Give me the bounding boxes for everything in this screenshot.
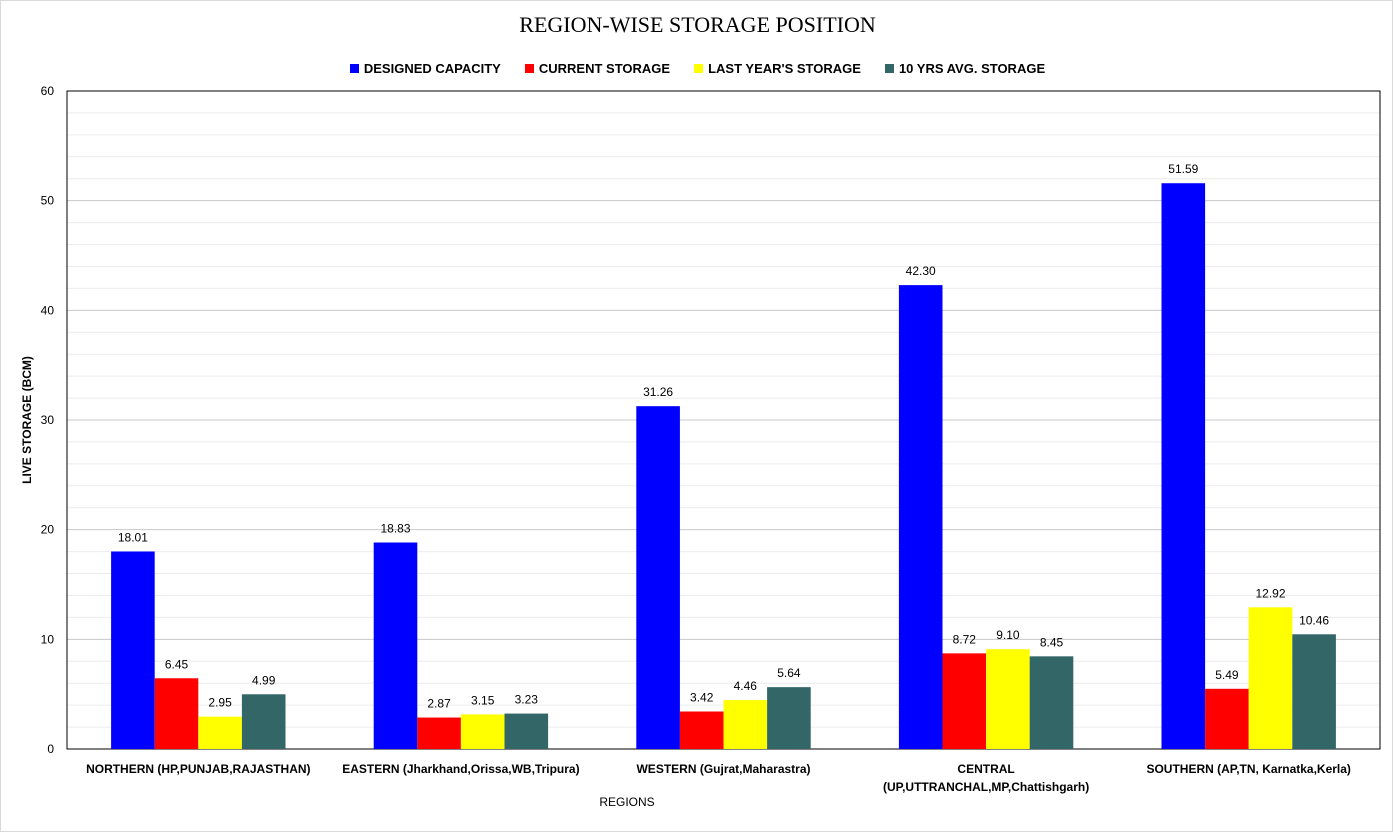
bar (1029, 656, 1074, 749)
data-label: 42.30 (906, 264, 936, 278)
bar (1292, 634, 1336, 749)
data-label: 6.45 (165, 657, 189, 671)
y-tick-label: 20 (41, 523, 55, 537)
data-label: 5.64 (777, 666, 801, 680)
legend-label: CURRENT STORAGE (538, 61, 671, 76)
bar (1205, 688, 1249, 749)
data-label: 2.87 (427, 697, 451, 711)
bar (679, 711, 724, 749)
y-tick-label: 0 (47, 742, 54, 756)
legend-item: DESIGNED CAPACITY (349, 61, 501, 76)
bar (373, 542, 418, 749)
data-label: 8.72 (953, 632, 977, 646)
data-label: 10.46 (1299, 613, 1329, 627)
data-label: 8.45 (1040, 635, 1064, 649)
chart-title: REGION-WISE STORAGE POSITION (519, 12, 876, 37)
data-label: 2.95 (208, 696, 232, 710)
x-category-label: SOUTHERN (AP,TN, Karnatka,Kerla) (1146, 762, 1351, 776)
x-axis-title: REGIONS (599, 795, 654, 809)
data-label: 3.23 (515, 693, 539, 707)
data-label: 18.83 (380, 521, 410, 535)
legend-item: 10 YRS AVG. STORAGE (884, 61, 1046, 76)
data-label: 9.10 (996, 628, 1020, 642)
legend-swatch (524, 64, 534, 73)
x-category-label: WESTERN (Gujrat,Maharastra) (636, 762, 810, 776)
data-label: 3.15 (471, 693, 495, 707)
bar (636, 406, 680, 749)
x-category-label: NORTHERN (HP,PUNJAB,RAJASTHAN) (86, 762, 310, 776)
data-label: 4.46 (734, 679, 758, 693)
bar (986, 649, 1030, 749)
bar (1248, 607, 1293, 749)
y-tick-label: 10 (41, 632, 55, 646)
data-label: 12.92 (1255, 586, 1285, 600)
legend-swatch (349, 64, 359, 73)
bar (504, 713, 549, 749)
data-label: 18.01 (118, 530, 148, 544)
data-label: 4.99 (252, 673, 276, 687)
x-category-label: EASTERN (Jharkhand,Orissa,WB,Tripura) (342, 762, 579, 776)
bar (898, 285, 943, 749)
data-label: 5.49 (1215, 668, 1239, 682)
y-axis-title: LIVE STORAGE (BCM) (20, 356, 34, 484)
legend-item: CURRENT STORAGE (524, 61, 671, 76)
y-tick-label: 50 (41, 194, 55, 208)
y-tick-label: 40 (41, 303, 55, 317)
bar (767, 687, 811, 749)
legend-label: 10 YRS AVG. STORAGE (898, 61, 1046, 76)
legend-label: LAST YEAR'S STORAGE (708, 61, 861, 76)
bar (460, 714, 505, 749)
legend-swatch (884, 64, 894, 73)
bar (1161, 183, 1206, 749)
legend-item: LAST YEAR'S STORAGE (694, 61, 861, 76)
bar (723, 700, 768, 749)
bar (154, 678, 199, 749)
data-label: 3.42 (690, 690, 714, 704)
bar (417, 717, 461, 749)
bar (942, 653, 987, 749)
bar (111, 551, 155, 749)
x-category-label: CENTRAL (957, 762, 1014, 776)
x-category-label: (UP,UTTRANCHAL,MP,Chattishgarh) (883, 780, 1089, 794)
legend: DESIGNED CAPACITY CURRENT STORAGE LAST YEA… (0, 61, 1395, 76)
data-label: 31.26 (643, 385, 673, 399)
legend-swatch (694, 64, 704, 73)
data-label: 51.59 (1168, 162, 1198, 176)
y-tick-label: 30 (41, 413, 55, 427)
y-tick-label: 60 (41, 84, 55, 98)
legend-label: DESIGNED CAPACITY (363, 61, 501, 76)
bar (198, 716, 242, 749)
bar (241, 694, 286, 749)
